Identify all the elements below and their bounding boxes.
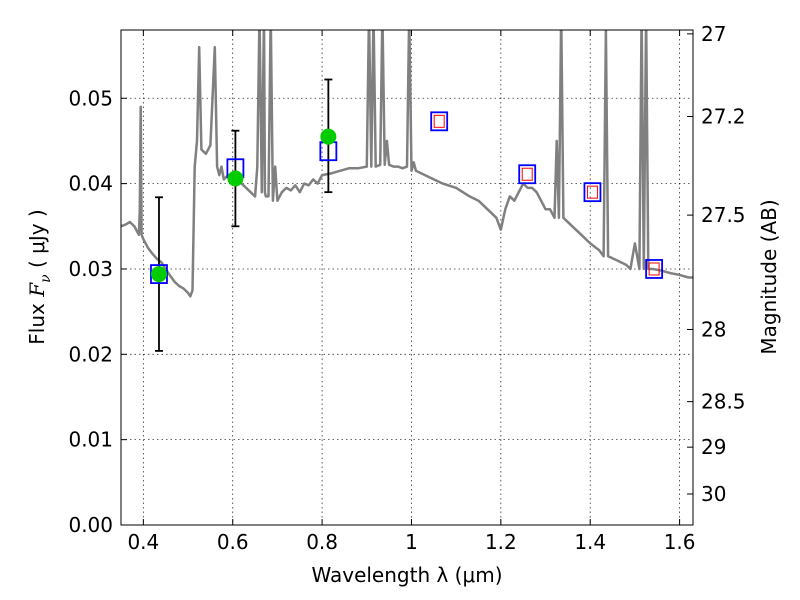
observed-flux-point [227, 170, 244, 187]
plot-frame [120, 29, 694, 526]
y-tick-label: 0.04 [68, 172, 113, 196]
mag-tick-label: 30 [701, 482, 726, 506]
y-tick-label: 0.05 [68, 86, 113, 110]
x-tick-label: 1 [405, 530, 418, 554]
y-tick-label: 0.03 [68, 257, 113, 281]
sed-template-line [121, 30, 693, 298]
x-tick-label: 0.4 [127, 530, 159, 554]
infrared-model-point [648, 262, 660, 276]
y-axis-label: Flux Fν ( μJy ) [25, 209, 54, 344]
y-axis-label-prefix: Flux [25, 297, 49, 345]
infrared-model-point [586, 185, 598, 199]
axis-ticks: 0.4 0.6 0.8 1 1.2 1.4 1.6 0.00 0.01 0.02 0.03 0.04 0… [68, 22, 745, 554]
observed-flux-point [150, 266, 167, 283]
y-axis-label-subscript: ν [38, 274, 54, 283]
y2-axis-label: Magnitude (AB) [757, 199, 781, 354]
y-tick-label: 0.01 [68, 428, 113, 452]
x-tick-label: 1.2 [485, 530, 517, 554]
mag-tick-label: 29 [701, 435, 726, 459]
model-flux-square [518, 164, 537, 185]
model-flux-square [583, 182, 602, 203]
x-tick-label: 0.8 [306, 530, 338, 554]
mag-tick-label: 28 [701, 317, 726, 341]
x-tick-label: 0.6 [217, 530, 249, 554]
mag-tick-label: 28.5 [701, 390, 746, 414]
y-tick-label: 0.00 [68, 513, 113, 537]
data-layer [121, 30, 693, 352]
x-tick-label: 1.6 [664, 530, 696, 554]
y-axis-label-unit: ( μJy ) [25, 209, 49, 274]
y-axis-label-symbol: F [25, 282, 49, 298]
y-tick-label: 0.02 [68, 342, 113, 366]
x-tick-label: 1.4 [574, 530, 606, 554]
observed-flux-point [320, 128, 337, 145]
model-flux-square [645, 259, 664, 279]
mag-tick-label: 27.2 [701, 104, 746, 128]
mag-tick-label: 27.5 [701, 203, 746, 227]
model-flux-square [430, 111, 449, 132]
infrared-model-point [521, 167, 533, 181]
infrared-model-point [433, 114, 445, 128]
mag-tick-label: 27 [701, 22, 726, 46]
x-axis-label: Wavelength λ (μm) [311, 563, 502, 587]
